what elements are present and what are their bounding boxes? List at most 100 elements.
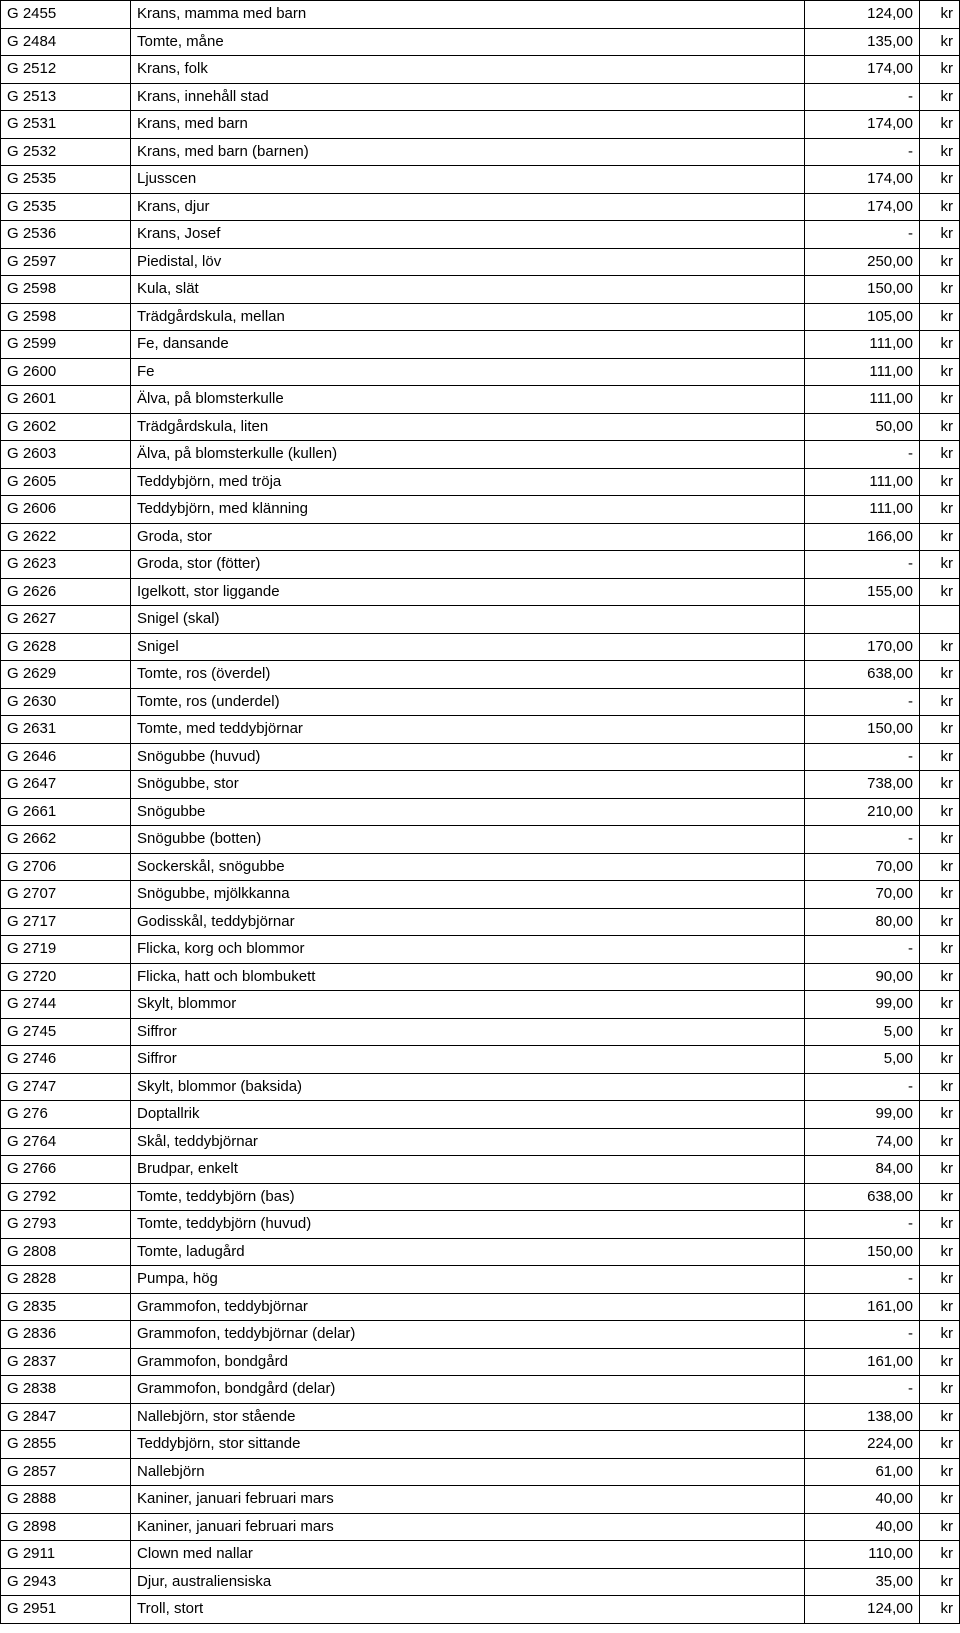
currency-label: kr — [920, 1156, 960, 1184]
currency-label: kr — [920, 578, 960, 606]
item-id: G 2531 — [1, 111, 131, 139]
table-row: G 2911Clown med nallar110,00kr — [1, 1541, 960, 1569]
item-id: G 2847 — [1, 1403, 131, 1431]
table-row: G 2835Grammofon, teddybjörnar161,00kr — [1, 1293, 960, 1321]
item-id: G 2707 — [1, 881, 131, 909]
table-row: G 2599Fe, dansande111,00kr — [1, 331, 960, 359]
currency-label: kr — [920, 468, 960, 496]
item-price: - — [805, 826, 920, 854]
item-description: Grammofon, teddybjörnar (delar) — [131, 1321, 805, 1349]
currency-label: kr — [920, 936, 960, 964]
item-description: Krans, innehåll stad — [131, 83, 805, 111]
currency-label: kr — [920, 991, 960, 1019]
item-id: G 2898 — [1, 1513, 131, 1541]
currency-label: kr — [920, 1458, 960, 1486]
item-id: G 2513 — [1, 83, 131, 111]
currency-label: kr — [920, 1348, 960, 1376]
item-price: 174,00 — [805, 193, 920, 221]
table-row: G 2535Krans, djur174,00kr — [1, 193, 960, 221]
currency-label: kr — [920, 193, 960, 221]
item-description: Krans, Josef — [131, 221, 805, 249]
item-description: Nallebjörn — [131, 1458, 805, 1486]
item-id: G 2631 — [1, 716, 131, 744]
item-description: Grammofon, bondgård — [131, 1348, 805, 1376]
table-row: G 2606Teddybjörn, med klänning111,00kr — [1, 496, 960, 524]
currency-label: kr — [920, 743, 960, 771]
item-price: 99,00 — [805, 991, 920, 1019]
item-description: Krans, djur — [131, 193, 805, 221]
item-price: - — [805, 743, 920, 771]
table-row: G 2598Kula, slät150,00kr — [1, 276, 960, 304]
item-id: G 2535 — [1, 193, 131, 221]
currency-label: kr — [920, 1486, 960, 1514]
currency-label: kr — [920, 908, 960, 936]
table-row: G 2661Snögubbe210,00kr — [1, 798, 960, 826]
table-row: G 2793Tomte, teddybjörn (huvud)-kr — [1, 1211, 960, 1239]
item-id: G 2828 — [1, 1266, 131, 1294]
currency-label: kr — [920, 83, 960, 111]
item-id: G 2835 — [1, 1293, 131, 1321]
currency-label: kr — [920, 386, 960, 414]
item-id: G 2647 — [1, 771, 131, 799]
item-description: Snögubbe — [131, 798, 805, 826]
item-price: - — [805, 83, 920, 111]
item-description: Doptallrik — [131, 1101, 805, 1129]
currency-label: kr — [920, 1238, 960, 1266]
currency-label: kr — [920, 1376, 960, 1404]
table-row: G 2535Ljusscen174,00kr — [1, 166, 960, 194]
table-row: G 2630Tomte, ros (underdel)-kr — [1, 688, 960, 716]
currency-label: kr — [920, 1596, 960, 1624]
item-description: Trädgårdskula, mellan — [131, 303, 805, 331]
item-description: Fe, dansande — [131, 331, 805, 359]
item-id: G 2603 — [1, 441, 131, 469]
item-id: G 2606 — [1, 496, 131, 524]
item-price: - — [805, 1266, 920, 1294]
item-price: 111,00 — [805, 331, 920, 359]
table-row: G 2455Krans, mamma med barn124,00kr — [1, 1, 960, 29]
item-description: Snigel (skal) — [131, 606, 805, 634]
currency-label: kr — [920, 1431, 960, 1459]
table-row: G 2597Piedistal, löv250,00kr — [1, 248, 960, 276]
currency-label: kr — [920, 1046, 960, 1074]
currency-label: kr — [920, 166, 960, 194]
item-description: Skylt, blommor (baksida) — [131, 1073, 805, 1101]
currency-label: kr — [920, 56, 960, 84]
item-id: G 2628 — [1, 633, 131, 661]
item-price: 111,00 — [805, 386, 920, 414]
table-row: G 2836Grammofon, teddybjörnar (delar)-kr — [1, 1321, 960, 1349]
table-row: G 2744Skylt, blommor99,00kr — [1, 991, 960, 1019]
table-row: G 2598Trädgårdskula, mellan105,00kr — [1, 303, 960, 331]
item-id: G 2512 — [1, 56, 131, 84]
item-id: G 2764 — [1, 1128, 131, 1156]
item-price: 166,00 — [805, 523, 920, 551]
item-description: Kaniner, januari februari mars — [131, 1486, 805, 1514]
item-id: G 2792 — [1, 1183, 131, 1211]
item-description: Piedistal, löv — [131, 248, 805, 276]
item-description: Tomte, teddybjörn (huvud) — [131, 1211, 805, 1239]
item-id: G 2622 — [1, 523, 131, 551]
item-description: Krans, med barn (barnen) — [131, 138, 805, 166]
table-row: G 2837Grammofon, bondgård161,00kr — [1, 1348, 960, 1376]
item-id: G 2598 — [1, 276, 131, 304]
item-id: G 2600 — [1, 358, 131, 386]
currency-label: kr — [920, 633, 960, 661]
item-description: Groda, stor — [131, 523, 805, 551]
item-price: 35,00 — [805, 1568, 920, 1596]
item-price: - — [805, 1321, 920, 1349]
item-price: 210,00 — [805, 798, 920, 826]
table-row: G 2888Kaniner, januari februari mars40,0… — [1, 1486, 960, 1514]
item-id: G 2911 — [1, 1541, 131, 1569]
currency-label: kr — [920, 523, 960, 551]
item-description: Teddybjörn, stor sittande — [131, 1431, 805, 1459]
currency-label: kr — [920, 661, 960, 689]
item-description: Trädgårdskula, liten — [131, 413, 805, 441]
item-price: - — [805, 138, 920, 166]
item-price: 84,00 — [805, 1156, 920, 1184]
currency-label: kr — [920, 276, 960, 304]
item-description: Tomte, ladugård — [131, 1238, 805, 1266]
item-description: Clown med nallar — [131, 1541, 805, 1569]
item-description: Tomte, ros (underdel) — [131, 688, 805, 716]
item-id: G 2855 — [1, 1431, 131, 1459]
item-price: 638,00 — [805, 661, 920, 689]
item-description: Krans, mamma med barn — [131, 1, 805, 29]
